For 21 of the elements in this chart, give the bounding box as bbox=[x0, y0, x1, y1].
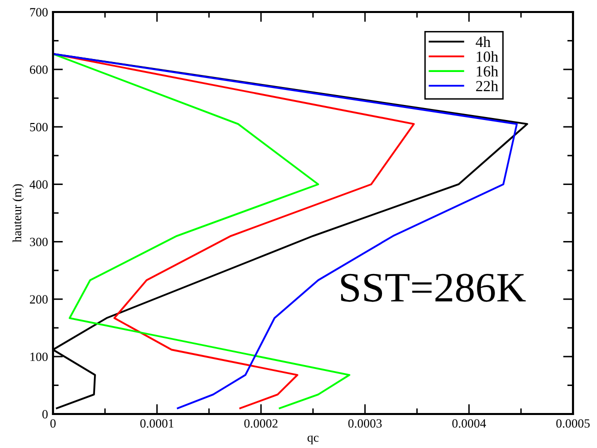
y-tick-label: 0 bbox=[42, 410, 48, 418]
annotation: SST=286K bbox=[341, 274, 526, 302]
legend-label: 4h bbox=[476, 36, 491, 47]
y-tick-label: 300 bbox=[30, 238, 48, 246]
y-tick-label: 500 bbox=[30, 122, 48, 132]
x-tick-label: 0.0002 bbox=[244, 419, 278, 428]
y-axis-title: hauteur (m) bbox=[12, 184, 24, 242]
x-tick-label: 0.0004 bbox=[452, 419, 486, 428]
y-tick-label: 400 bbox=[30, 180, 48, 189]
legend-label: 22h bbox=[476, 80, 498, 92]
x-tick-label: 0.0005 bbox=[556, 419, 590, 428]
y-tick-label: 700 bbox=[30, 8, 48, 16]
y-tick-label: 100 bbox=[30, 352, 48, 362]
y-tick-label: 200 bbox=[30, 295, 48, 304]
x-axis-title: qc bbox=[308, 436, 319, 444]
x-tick-label: 0.0001 bbox=[140, 419, 174, 428]
x-tick-label: 0 bbox=[50, 419, 56, 428]
legend-label: 16h bbox=[476, 66, 498, 77]
legend-label: 10h bbox=[476, 51, 498, 62]
y-tick-label: 600 bbox=[30, 65, 48, 74]
x-tick-label: 0.0003 bbox=[348, 419, 382, 428]
